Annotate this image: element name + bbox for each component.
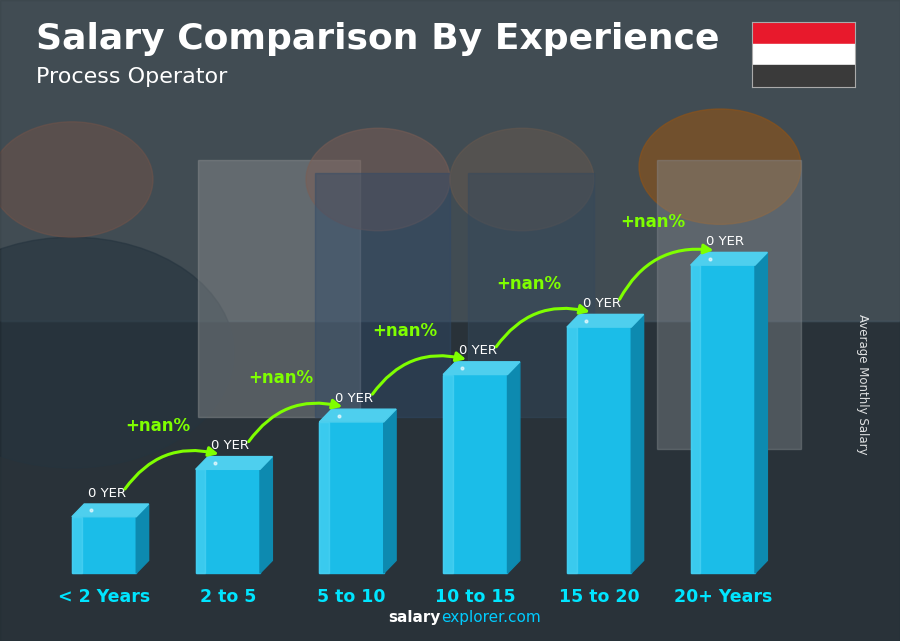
Text: Average Monthly Salary: Average Monthly Salary bbox=[856, 314, 868, 455]
Text: salary: salary bbox=[389, 610, 441, 625]
Text: 0 YER: 0 YER bbox=[706, 235, 744, 248]
Text: 0 YER: 0 YER bbox=[582, 297, 620, 310]
Polygon shape bbox=[567, 327, 577, 573]
Polygon shape bbox=[320, 409, 396, 422]
Polygon shape bbox=[631, 314, 644, 573]
Bar bbox=[657, 160, 801, 449]
Bar bbox=[752, 65, 855, 87]
Bar bbox=[752, 22, 855, 44]
Text: 0 YER: 0 YER bbox=[87, 487, 125, 499]
Polygon shape bbox=[443, 374, 508, 573]
Text: +nan%: +nan% bbox=[496, 274, 562, 292]
Polygon shape bbox=[443, 362, 520, 374]
Polygon shape bbox=[136, 504, 149, 573]
Polygon shape bbox=[72, 517, 136, 573]
Polygon shape bbox=[443, 374, 453, 573]
Bar bbox=[315, 173, 450, 417]
Polygon shape bbox=[690, 253, 768, 265]
Bar bbox=[468, 173, 594, 417]
Polygon shape bbox=[383, 409, 396, 573]
Circle shape bbox=[0, 237, 234, 468]
Text: explorer.com: explorer.com bbox=[441, 610, 541, 625]
Text: 0 YER: 0 YER bbox=[212, 439, 249, 452]
Bar bbox=[198, 160, 360, 417]
Polygon shape bbox=[320, 422, 383, 573]
Polygon shape bbox=[72, 504, 148, 517]
Bar bbox=[752, 44, 855, 65]
Polygon shape bbox=[195, 456, 273, 469]
Text: +nan%: +nan% bbox=[373, 322, 437, 340]
Bar bbox=[0, 0, 900, 320]
Circle shape bbox=[306, 128, 450, 231]
Polygon shape bbox=[195, 469, 205, 573]
Circle shape bbox=[639, 109, 801, 224]
Polygon shape bbox=[567, 327, 631, 573]
Polygon shape bbox=[508, 362, 520, 573]
Circle shape bbox=[0, 122, 153, 237]
Text: +nan%: +nan% bbox=[620, 213, 685, 231]
Text: 0 YER: 0 YER bbox=[459, 344, 497, 358]
Bar bbox=[0, 320, 900, 641]
Circle shape bbox=[450, 128, 594, 231]
Polygon shape bbox=[260, 456, 273, 573]
Polygon shape bbox=[690, 265, 755, 573]
Text: Process Operator: Process Operator bbox=[36, 67, 228, 87]
Polygon shape bbox=[320, 422, 329, 573]
Text: +nan%: +nan% bbox=[248, 369, 314, 387]
Polygon shape bbox=[567, 314, 644, 327]
Polygon shape bbox=[72, 517, 82, 573]
Text: Salary Comparison By Experience: Salary Comparison By Experience bbox=[36, 22, 719, 56]
Text: 0 YER: 0 YER bbox=[335, 392, 373, 405]
Text: +nan%: +nan% bbox=[125, 417, 190, 435]
Polygon shape bbox=[690, 265, 700, 573]
Polygon shape bbox=[755, 253, 768, 573]
Polygon shape bbox=[195, 469, 260, 573]
